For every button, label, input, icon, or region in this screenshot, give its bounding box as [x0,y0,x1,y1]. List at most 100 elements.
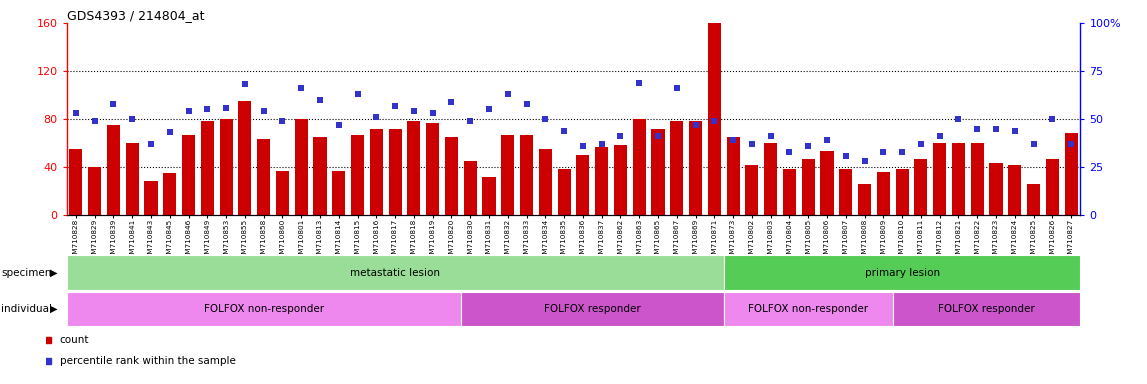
Bar [407,121,421,215]
Bar [483,177,496,215]
Text: FOLFOX responder: FOLFOX responder [544,304,641,314]
Bar [426,122,439,215]
Point [1043,116,1061,122]
Text: individual: individual [1,304,52,314]
Point [123,116,141,122]
Point [86,118,104,124]
Text: count: count [60,335,89,345]
Bar [520,135,533,215]
Point [593,141,611,147]
Text: FOLFOX non-responder: FOLFOX non-responder [204,304,323,314]
Point [668,85,686,91]
Point [968,126,986,132]
Point [499,91,517,97]
Point [1024,141,1043,147]
Bar [858,184,871,215]
Bar [783,169,796,215]
Bar [126,143,139,215]
Point [104,101,123,107]
Bar [501,135,514,215]
Point [329,122,348,128]
Bar [145,182,157,215]
Bar [557,169,571,215]
Point [892,149,911,155]
Point [611,133,630,139]
Point [536,116,554,122]
Point [443,99,461,105]
Point [780,149,798,155]
Text: FOLFOX non-responder: FOLFOX non-responder [748,304,868,314]
Point [198,106,217,113]
Point [724,137,742,143]
Bar [670,121,684,215]
Bar [892,292,1080,326]
Bar [445,137,458,215]
Text: percentile rank within the sample: percentile rank within the sample [60,356,235,366]
Point [762,133,780,139]
Point [517,101,536,107]
Text: metastatic lesion: metastatic lesion [350,268,440,278]
Point [856,158,874,164]
Bar [88,167,101,215]
Bar [257,139,271,215]
Bar [463,161,477,215]
Text: primary lesion: primary lesion [865,268,939,278]
Point [349,91,367,97]
Bar [595,147,608,215]
Point [423,110,442,116]
Text: FOLFOX responder: FOLFOX responder [938,304,1035,314]
Point [818,137,836,143]
Bar [614,146,627,215]
Bar [351,135,364,215]
Bar [724,255,1080,290]
Bar [1027,184,1040,215]
Bar [313,137,327,215]
Bar [333,170,345,215]
Bar [726,137,740,215]
Point [555,127,574,134]
Bar [896,169,908,215]
Point [930,133,949,139]
Point [179,108,197,114]
Bar [69,149,83,215]
Point [273,118,291,124]
Point [161,129,179,136]
Bar [576,155,590,215]
Bar [990,164,1002,215]
Bar [952,143,965,215]
Bar [746,165,758,215]
Point [743,141,762,147]
Point [912,141,930,147]
Bar [67,255,724,290]
Bar [182,135,195,215]
Bar [914,159,928,215]
Bar [724,292,892,326]
Point [255,108,273,114]
Bar [840,169,852,215]
Point [836,152,855,159]
Bar [67,292,461,326]
Bar [933,143,946,215]
Bar [633,119,646,215]
Point [479,106,498,113]
Bar [708,23,721,215]
Bar [820,151,834,215]
Point [799,143,818,149]
Bar [689,121,702,215]
Point [874,149,892,155]
Bar [201,121,214,215]
Bar [970,143,984,215]
Point [217,104,235,111]
Point [705,118,724,124]
Point [405,108,423,114]
Point [311,97,329,103]
Point [236,81,255,88]
Point [367,114,385,120]
Bar [219,119,233,215]
Bar [389,129,401,215]
Point [461,118,479,124]
Bar [107,125,120,215]
Point [950,116,968,122]
Bar [295,119,307,215]
Point [686,122,704,128]
